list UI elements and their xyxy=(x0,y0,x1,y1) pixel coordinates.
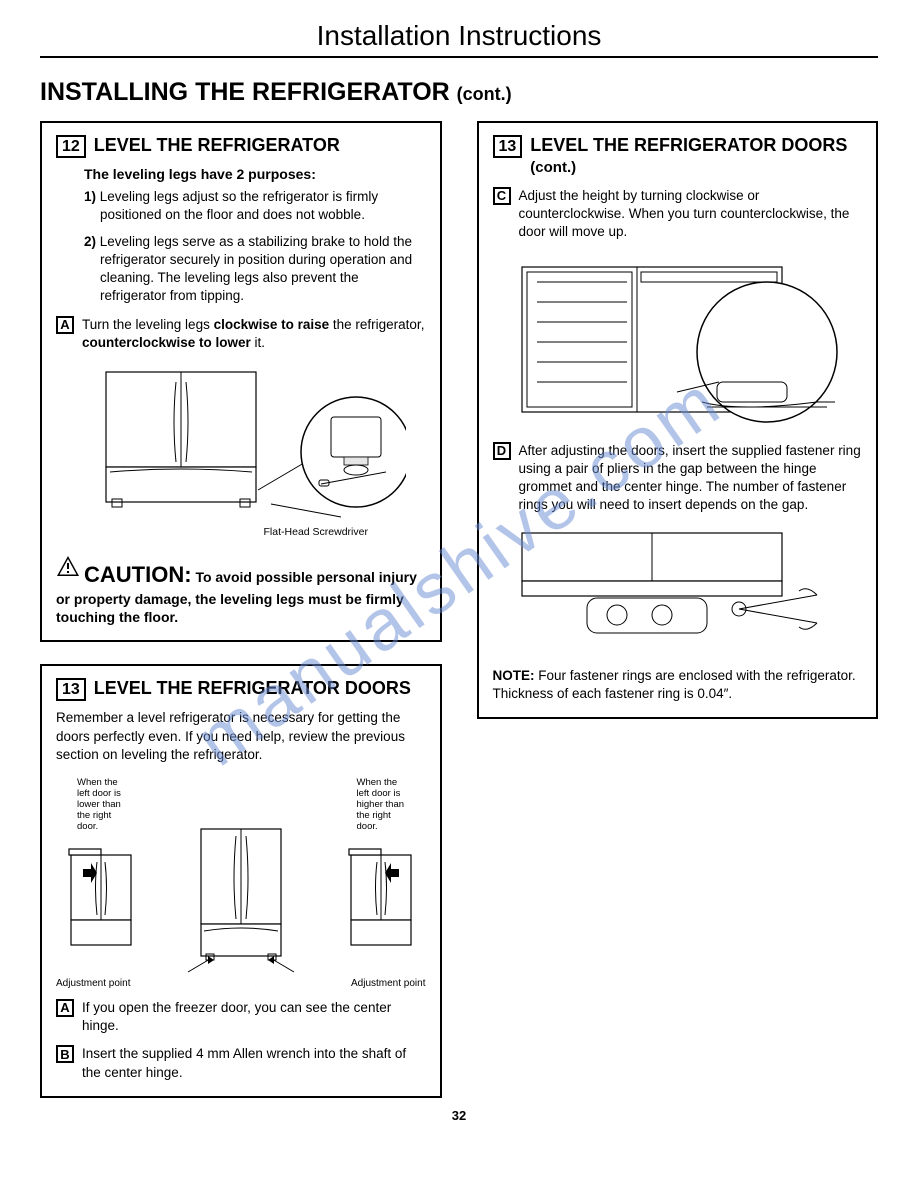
step-12-A-letter: A xyxy=(56,316,74,334)
page-number: 32 xyxy=(40,1108,878,1123)
step-12-figure-caption: Flat-Head Screwdriver xyxy=(206,526,426,538)
step-13b-C-letter: C xyxy=(493,187,511,205)
step-13b-note: NOTE: Four fastener rings are enclosed w… xyxy=(493,667,863,703)
step-12-title: LEVEL THE REFRIGERATOR xyxy=(94,135,340,156)
step-12-caution: CAUTION: To avoid possible personal inju… xyxy=(56,554,426,626)
step-13b-D-text: After adjusting the doors, insert the su… xyxy=(519,442,863,515)
section-heading: INSTALLING THE REFRIGERATOR (cont.) xyxy=(40,78,878,107)
step-13b-title: LEVEL THE REFRIGERATOR DOORS (cont.) xyxy=(530,135,862,177)
page-title: Installation Instructions xyxy=(40,20,878,58)
step-13b-figure-C xyxy=(493,252,863,432)
step-13a-adjust-right: Adjustment point xyxy=(351,978,426,989)
step-12-number: 12 xyxy=(56,135,86,158)
step-13a-A-letter: A xyxy=(56,999,74,1017)
step-12-subhead: The leveling legs have 2 purposes: xyxy=(84,166,426,182)
step-13a-number: 13 xyxy=(56,678,86,701)
step-13b-D-letter: D xyxy=(493,442,511,460)
step-12-item-1: 1) Leveling legs adjust so the refrigera… xyxy=(84,188,426,224)
step-13b-figure-D xyxy=(493,525,863,655)
step-13a-B-letter: B xyxy=(56,1045,74,1063)
step-13a-title: LEVEL THE REFRIGERATOR DOORS xyxy=(94,678,411,699)
section-heading-text: INSTALLING THE REFRIGERATOR xyxy=(40,78,450,106)
right-column: 13 LEVEL THE REFRIGERATOR DOORS (cont.) … xyxy=(477,121,879,1098)
section-heading-cont: (cont.) xyxy=(457,84,512,104)
step-13a-left-label: When the left door is lower than the rig… xyxy=(77,778,125,833)
step-13a-box: 13 LEVEL THE REFRIGERATOR DOORS Remember… xyxy=(40,664,442,1098)
warning-icon xyxy=(56,554,80,585)
step-13a-B-text: Insert the supplied 4 mm Allen wrench in… xyxy=(82,1045,426,1081)
left-column: 12 LEVEL THE REFRIGERATOR The leveling l… xyxy=(40,121,442,1098)
step-13a-adjust-left: Adjustment point xyxy=(56,978,131,989)
step-13a-figure: When the left door is lower than the rig… xyxy=(56,778,426,974)
step-13b-C-text: Adjust the height by turning clockwise o… xyxy=(519,187,863,242)
step-12-figure xyxy=(56,362,426,522)
step-12-box: 12 LEVEL THE REFRIGERATOR The leveling l… xyxy=(40,121,442,642)
step-13b-box: 13 LEVEL THE REFRIGERATOR DOORS (cont.) … xyxy=(477,121,879,719)
step-13a-A-text: If you open the freezer door, you can se… xyxy=(82,999,426,1035)
step-13a-right-label: When the left door is higher than the ri… xyxy=(357,778,405,833)
step-13b-number: 13 xyxy=(493,135,523,158)
step-13a-intro: Remember a level refrigerator is necessa… xyxy=(56,709,426,764)
step-12-A-text: Turn the leveling legs clockwise to rais… xyxy=(82,316,426,352)
step-12-item-2: 2) Leveling legs serve as a stabilizing … xyxy=(84,233,426,306)
